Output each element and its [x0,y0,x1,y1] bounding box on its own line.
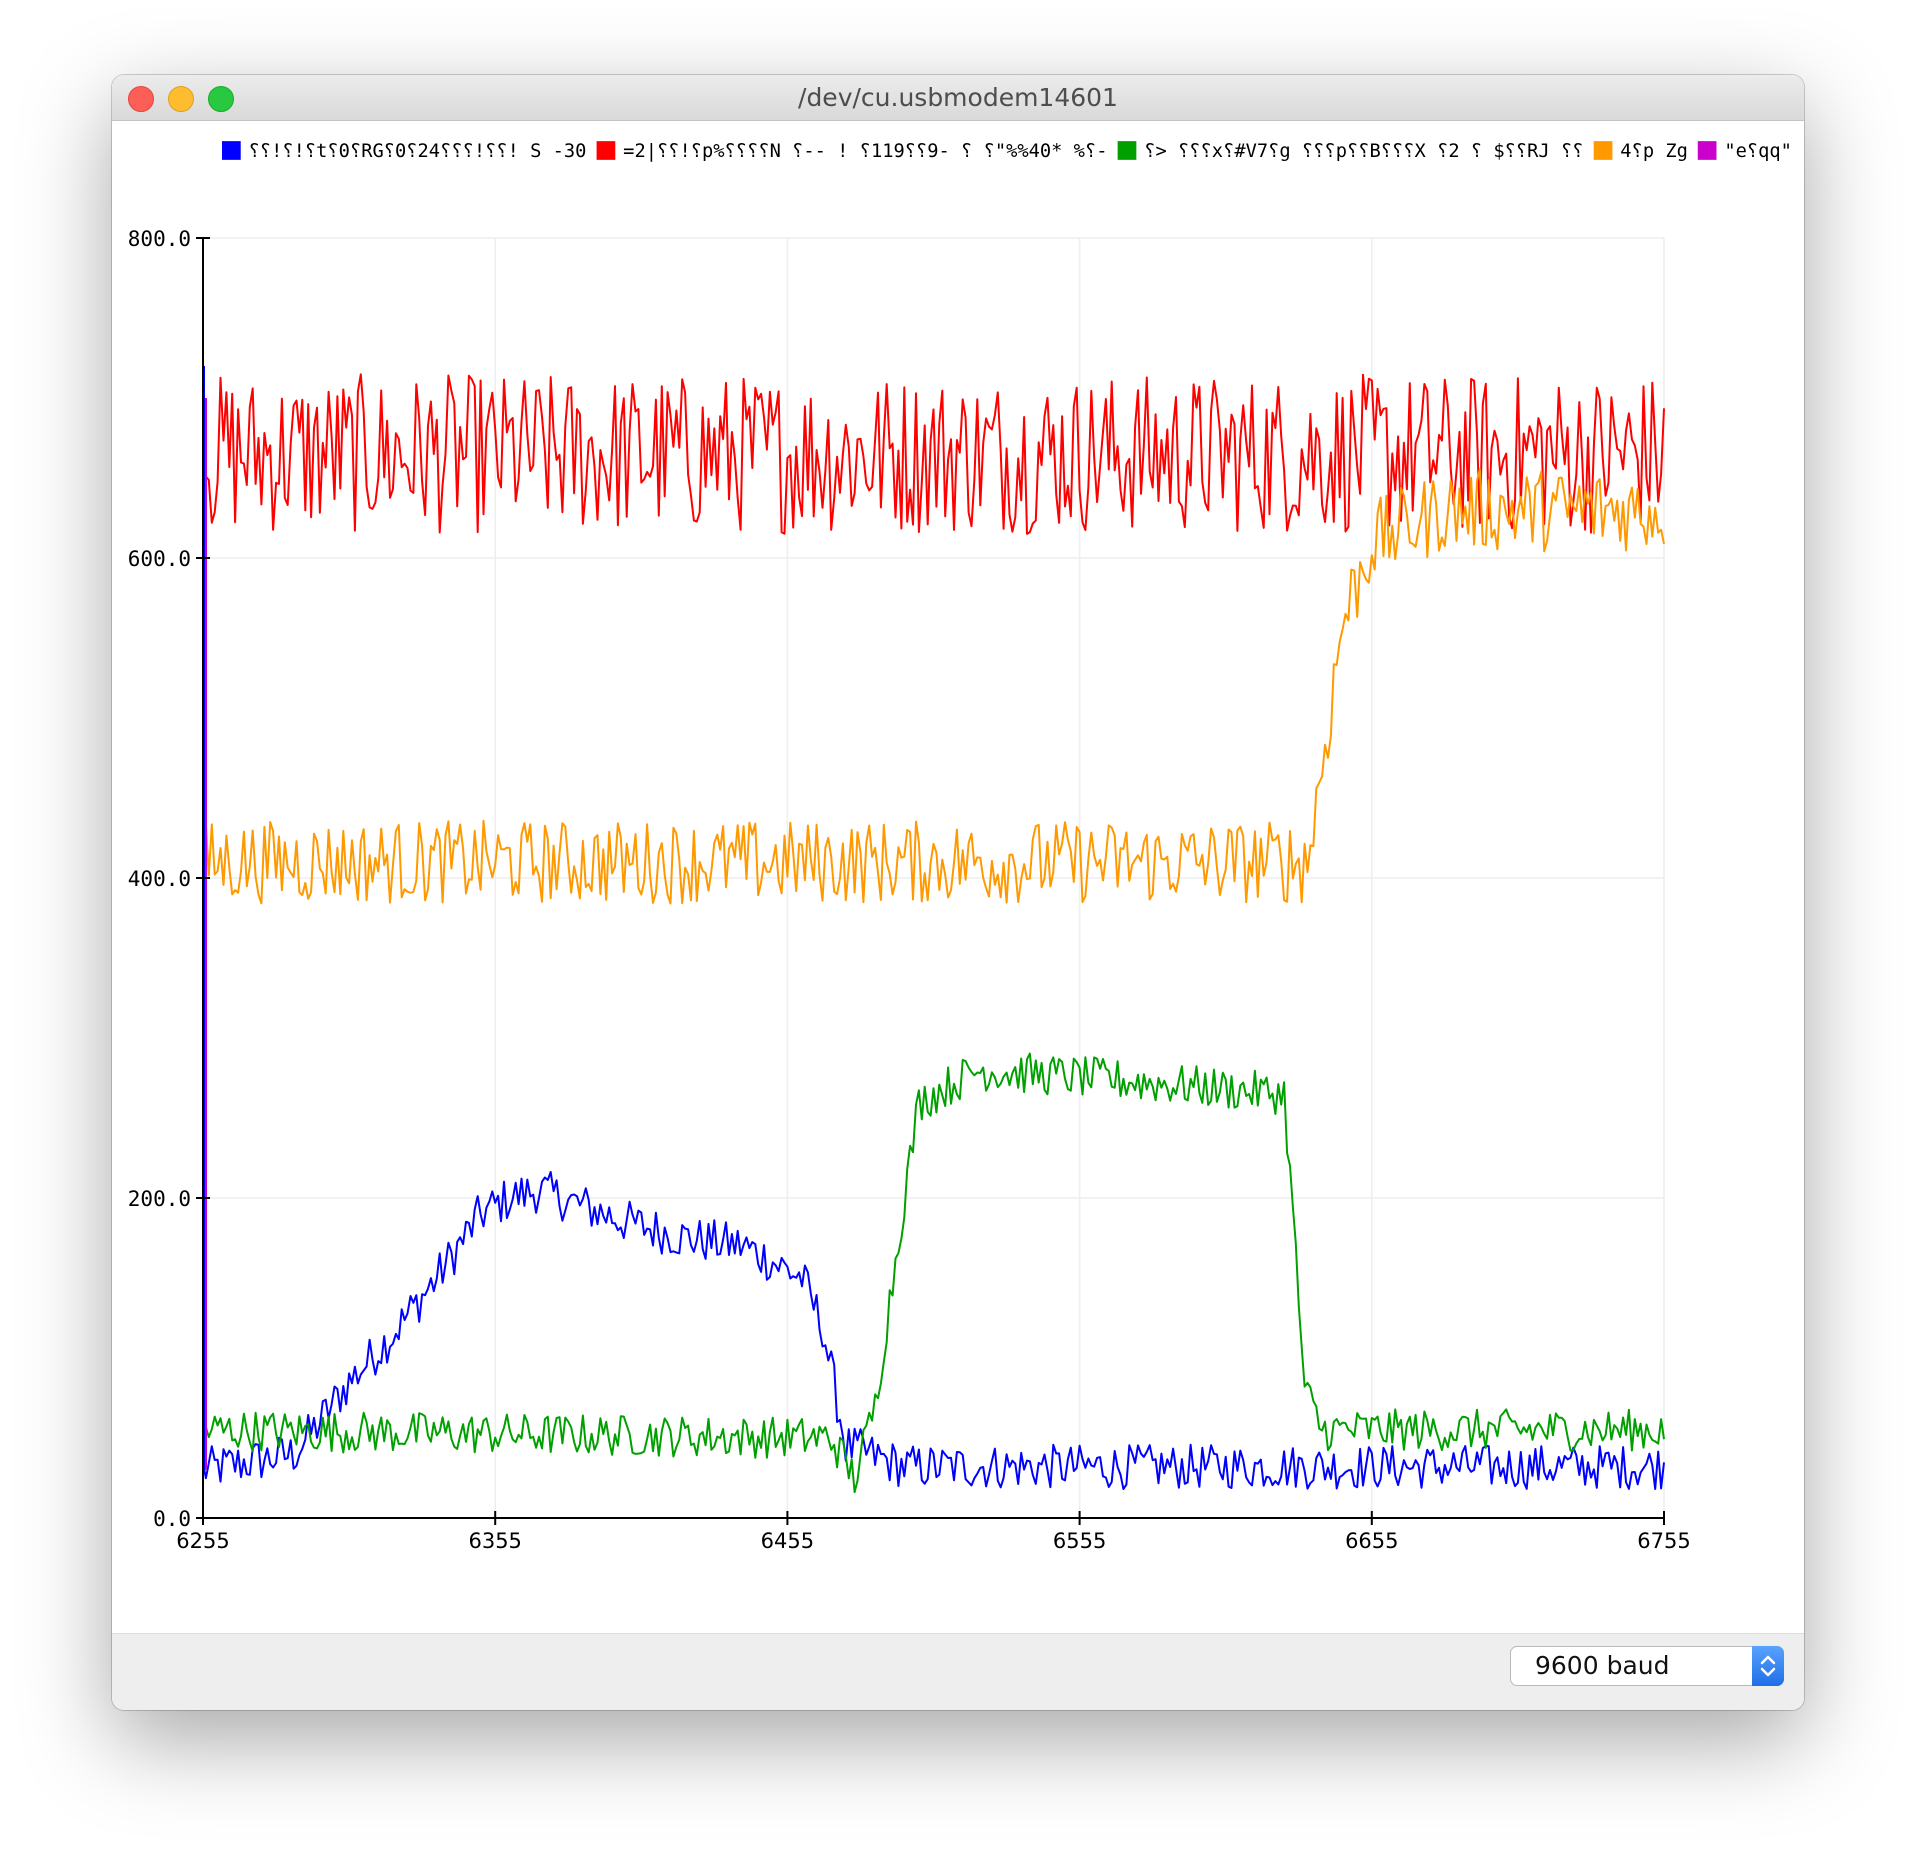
x-tick-label: 6355 [468,1529,521,1553]
series-line-1 [202,1171,1665,1490]
series-lines [202,366,1665,1494]
legend-swatch-1 [222,141,241,160]
select-arrows-icon[interactable] [1752,1646,1784,1686]
x-tick-label: 6755 [1637,1529,1690,1553]
bottom-toolbar: 9600 baud [112,1633,1804,1710]
series-line-4 [202,468,1665,905]
y-tick-label: 600.0 [128,547,191,571]
plot-area: ؟!؟!؟؟t؟0؟RG؟؟!؟؟؟24؟0؟! S -30 =؟!؟؟|2p%؟… [112,121,1804,1633]
title-bar[interactable]: /dev/cu.usbmodem14601 [112,75,1804,121]
legend-swatch-2 [596,141,616,160]
baud-rate-select[interactable]: 9600 baud [1510,1646,1784,1686]
baud-rate-value: 9600 baud [1535,1651,1670,1680]
close-window-button[interactable] [128,86,154,112]
legend-swatch-3 [1117,141,1137,160]
legend-swatch-4 [1593,141,1613,160]
legend-swatch-5 [1697,141,1717,160]
line-chart: ؟!؟!؟؟t؟0؟RG؟؟!؟؟؟24؟0؟! S -30 =؟!؟؟|2p%؟… [128,141,1792,1553]
legend-label-2: =؟!؟؟|2p%؟؟؟؟N ؟% *40%%"؟ ؟ -9؟؟119؟ ! -… [623,141,1107,162]
x-tick-label: 6655 [1345,1529,1398,1553]
x-tick-label: 6555 [1053,1529,1106,1553]
y-tick-label: 800.0 [128,227,191,251]
legend: ؟!؟!؟؟t؟0؟RG؟؟!؟؟؟24؟0؟! S -30 =؟!؟؟|2p%؟… [222,141,1792,162]
zoom-window-button[interactable] [208,86,234,112]
series-line-3 [202,1052,1665,1494]
y-tick-label: 200.0 [128,1187,191,1211]
legend-label-4: 4؟p Zg [1620,141,1688,162]
legend-label-5: "e؟qq" [1724,141,1792,162]
x-tick-label: 6455 [761,1529,814,1553]
minimize-window-button[interactable] [168,86,194,112]
legend-label-1: ؟!؟!؟؟t؟0؟RG؟؟!؟؟؟24؟0؟! S -30 [249,141,587,162]
axes: 0.0 200.0 400.0 600.0 800.0 6255 6355 6455 6555 6… [128,227,1691,1553]
window-title: /dev/cu.usbmodem14601 [798,83,1118,112]
legend-label-3: ؟؟؟ <؟x؟#V7؟g ؟؟؟p؟؟B؟؟؟X ؟؟$ ؟ 2؟RJ ؟؟ [1144,141,1583,162]
series-line-2 [202,373,1665,535]
serial-plotter-window: /dev/cu.usbmodem14601 ؟!؟!؟؟t؟0؟RG؟؟!؟؟؟… [112,75,1804,1710]
y-tick-label: 400.0 [128,867,191,891]
y-tick-label: 0.0 [153,1507,191,1531]
x-tick-label: 6255 [176,1529,229,1553]
